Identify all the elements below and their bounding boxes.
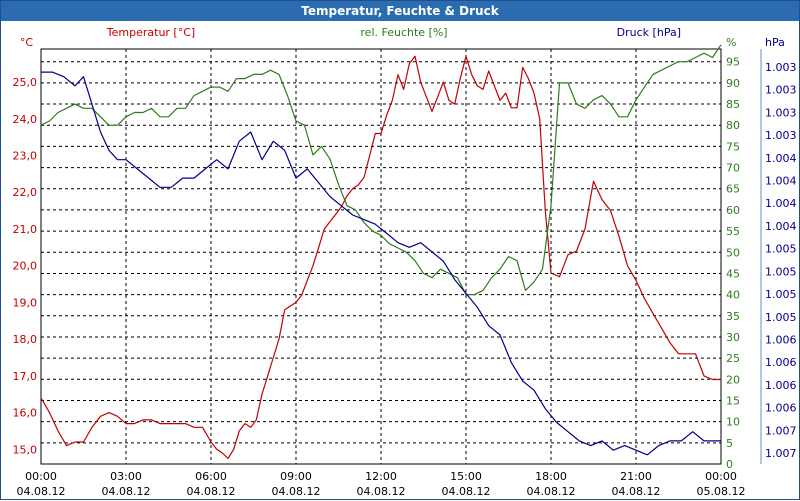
pressure-tick-label: 1.003 [765, 129, 797, 142]
temperature-tick-label: 20,0 [13, 260, 38, 273]
pressure-tick-label: 1.006 [765, 356, 797, 369]
temperature-axis-title: Temperatur [°C] [106, 26, 195, 39]
pressure-tick-label: 1.004 [765, 220, 797, 233]
plot-area [40, 48, 722, 465]
pressure-tick-label: 1.005 [765, 288, 797, 301]
x-tick-time: 12:00 [365, 470, 397, 483]
humidity-tick-label: 40 [726, 289, 740, 302]
humidity-axis-title: rel. Feuchte [%] [360, 26, 447, 39]
x-tick-date: 04.08.12 [612, 485, 661, 498]
x-tick-time: 06:00 [195, 470, 227, 483]
x-tick-date: 05.08.12 [697, 485, 746, 498]
humidity-tick-label: 65 [726, 183, 740, 196]
x-tick-date: 04.08.12 [187, 485, 236, 498]
pressure-tick-label: 1.005 [765, 243, 797, 256]
pressure-tick-label: 1.004 [765, 152, 797, 165]
humidity-tick-label: 30 [726, 331, 740, 344]
x-tick-time: 00:00 [25, 470, 57, 483]
window-title: Temperatur, Feuchte & Druck [1, 1, 799, 21]
humidity-tick-label: 0 [726, 458, 733, 471]
x-tick-date: 04.08.12 [527, 485, 576, 498]
x-tick-date: 04.08.12 [102, 485, 151, 498]
pressure-tick-label: 1.006 [765, 333, 797, 346]
humidity-tick-label: 55 [726, 225, 740, 238]
temperature-tick-label: 17,0 [13, 370, 38, 383]
temperature-tick-label: 16,0 [13, 407, 38, 420]
humidity-tick-label: 90 [726, 77, 740, 90]
x-tick-date: 04.08.12 [17, 485, 66, 498]
pressure-tick-label: 1.003 [765, 106, 797, 119]
humidity-tick-label: 5 [726, 437, 733, 450]
pressure-series-line [41, 71, 721, 456]
humidity-tick-label: 15 [726, 394, 740, 407]
humidity-tick-label: 35 [726, 310, 740, 323]
pressure-axis-title: Druck [hPa] [617, 26, 681, 39]
humidity-tick-label: 50 [726, 246, 740, 259]
temperature-tick-label: 19,0 [13, 296, 38, 309]
pressure-tick-label: 1.003 [765, 61, 797, 74]
temperature-series-line [40, 55, 721, 460]
pressure-unit: hPa [765, 36, 785, 49]
x-tick-time: 03:00 [110, 470, 142, 483]
pressure-tick-label: 1.004 [765, 175, 797, 188]
temperature-tick-label: 24,0 [13, 113, 38, 126]
x-tick-date: 04.08.12 [357, 485, 406, 498]
pressure-tick-label: 1.004 [765, 197, 797, 210]
temperature-tick-label: 15,0 [13, 443, 38, 456]
pressure-tick-label: 1.006 [765, 402, 797, 415]
temperature-tick-label: 25,0 [13, 76, 38, 89]
humidity-series-line [40, 44, 722, 296]
x-tick-date: 04.08.12 [272, 485, 321, 498]
pressure-tick-label: 1.003 [765, 84, 797, 97]
pressure-tick-label: 1.005 [765, 265, 797, 278]
pressure-tick-label: 1.007 [765, 424, 797, 437]
temperature-tick-label: 18,0 [13, 333, 38, 346]
x-tick-date: 04.08.12 [442, 485, 491, 498]
x-tick-time: 18:00 [535, 470, 567, 483]
temperature-unit: °C [20, 36, 34, 49]
x-tick-time: 00:00 [705, 470, 737, 483]
temperature-tick-label: 21,0 [13, 223, 38, 236]
temperature-tick-label: 23,0 [13, 150, 38, 163]
pressure-tick-label: 1.006 [765, 379, 797, 392]
temperature-tick-label: 22,0 [13, 186, 38, 199]
humidity-unit: % [726, 36, 736, 49]
x-tick-time: 09:00 [280, 470, 312, 483]
x-tick-time: 21:00 [620, 470, 652, 483]
humidity-tick-label: 75 [726, 140, 740, 153]
humidity-tick-label: 80 [726, 119, 740, 132]
humidity-tick-label: 10 [726, 416, 740, 429]
humidity-tick-label: 25 [726, 352, 740, 365]
humidity-tick-label: 95 [726, 56, 740, 69]
humidity-tick-label: 60 [726, 204, 740, 217]
humidity-tick-label: 20 [726, 373, 740, 386]
humidity-tick-label: 70 [726, 162, 740, 175]
humidity-tick-label: 45 [726, 267, 740, 280]
pressure-tick-label: 1.005 [765, 311, 797, 324]
humidity-tick-label: 85 [726, 98, 740, 111]
x-tick-time: 15:00 [450, 470, 482, 483]
pressure-tick-label: 1.007 [765, 447, 797, 460]
